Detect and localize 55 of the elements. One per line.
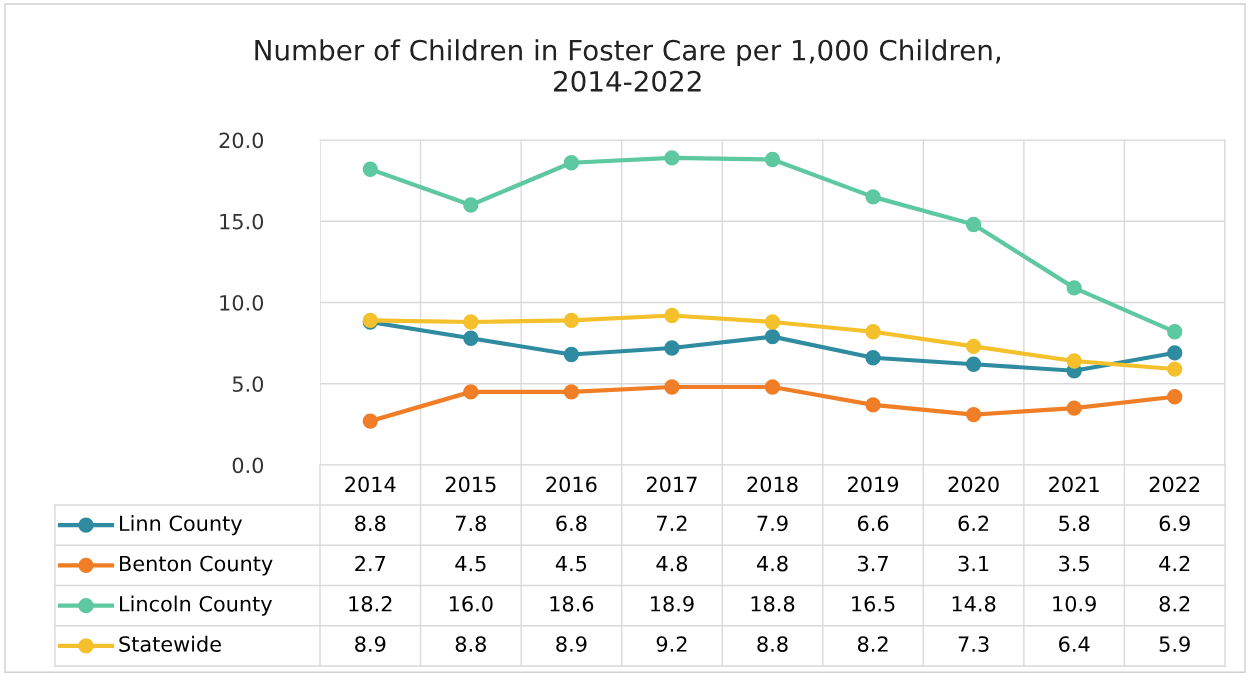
data-label: 7.9	[757, 515, 788, 532]
y-tick-label: 15.0	[220, 213, 264, 230]
data-label: 4.2	[1159, 555, 1190, 572]
data-label: 8.9	[355, 636, 386, 652]
x-tick-label: 2019	[848, 476, 899, 493]
legend-label: Linn County	[120, 515, 242, 536]
legend-label: Benton County	[120, 555, 273, 576]
data-label: 8.9	[556, 636, 587, 652]
chart-title: Number of Children in Foster Care per 1,000 Children, 2014-2022	[255, 39, 1001, 92]
data-label: 6.4	[1059, 636, 1090, 652]
data-label: 14.8	[952, 595, 996, 612]
data-label: 7.2	[657, 515, 687, 531]
data-label: 18.2	[349, 595, 392, 612]
x-tick-label: 2016	[546, 476, 597, 493]
data-label: 8.8	[757, 636, 788, 652]
legend-label: Statewide	[119, 635, 221, 652]
data-label: 9.2	[656, 636, 687, 652]
data-label: 3.1	[958, 555, 989, 572]
y-tick-label: 20.0	[219, 132, 264, 149]
data-label: 4.5	[455, 555, 486, 572]
data-label: 18.6	[550, 595, 594, 612]
x-tick-label: 2022	[1149, 476, 1200, 493]
x-tick-label: 2014	[345, 476, 396, 493]
data-label: 7.8	[455, 515, 486, 532]
y-tick-label: 5.0	[232, 376, 264, 392]
x-tick-label: 2017	[646, 476, 697, 493]
data-label: 16.0	[449, 595, 493, 612]
data-label: 6.2	[958, 515, 989, 532]
data-label: 6.9	[1159, 515, 1190, 532]
y-tick-label: 0.0	[232, 457, 264, 474]
data-label: 8.2	[857, 636, 888, 652]
x-tick-label: 2020	[948, 476, 999, 493]
data-label: 8.8	[355, 515, 386, 532]
data-label: 18.8	[751, 595, 795, 612]
data-label: 3.7	[858, 555, 888, 572]
data-label: 4.5	[555, 555, 587, 572]
legend-label: Lincoln County	[120, 595, 272, 616]
data-label: 6.8	[556, 515, 587, 532]
y-tick-label: 10.0	[220, 294, 264, 311]
data-label: 4.8	[656, 555, 688, 572]
data-label: 8.2	[1159, 595, 1190, 612]
data-label: 2.7	[355, 555, 386, 572]
x-tick-label: 2018	[747, 476, 798, 493]
data-label: 8.8	[455, 636, 486, 652]
data-label: 5.9	[1159, 636, 1190, 652]
data-label: 7.3	[958, 636, 989, 652]
data-label: 3.5	[1059, 555, 1089, 572]
data-label: 5.8	[1059, 515, 1090, 532]
data-label: 4.8	[756, 555, 788, 572]
data-label: 10.9	[1053, 595, 1096, 612]
x-tick-label: 2015	[445, 476, 496, 493]
x-tick-label: 2021	[1049, 476, 1099, 493]
data-label: 18.9	[651, 595, 694, 612]
data-label: 16.5	[852, 595, 895, 612]
data-label: 6.6	[857, 515, 889, 532]
